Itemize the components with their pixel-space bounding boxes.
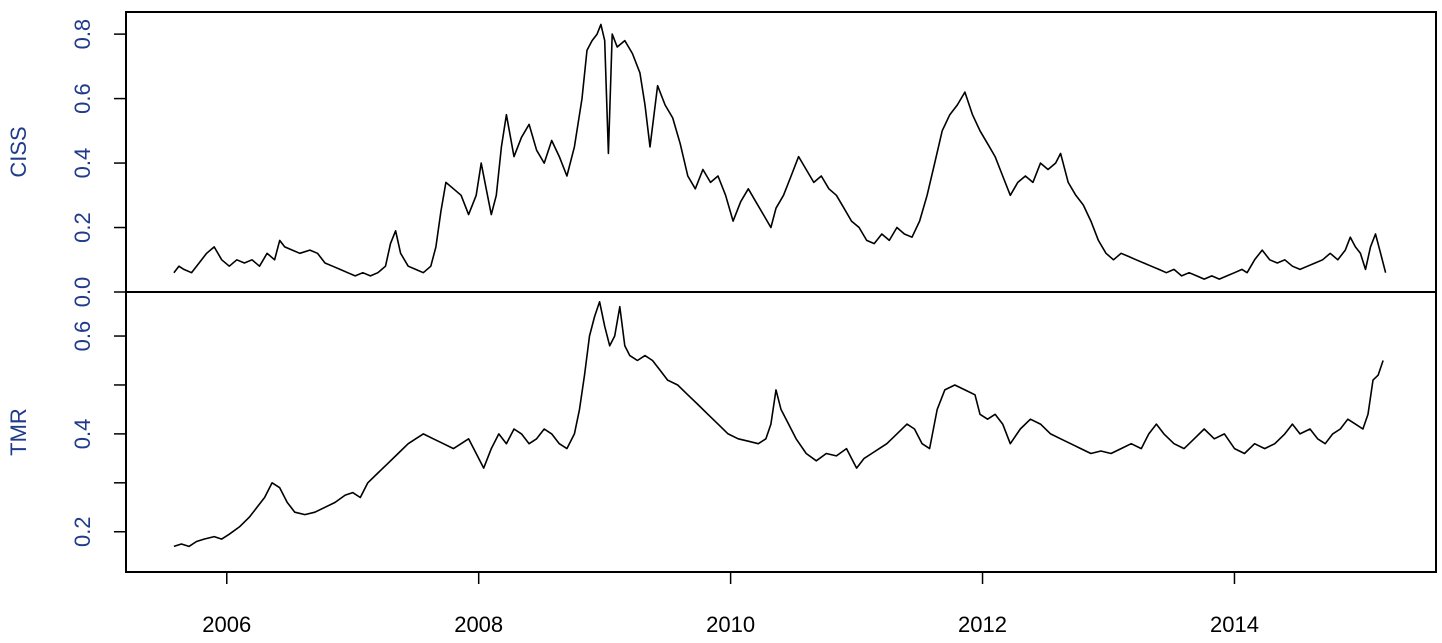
x-tick-label: 2008 xyxy=(454,612,503,637)
y-axis-top: 0.0 0.2 0.4 0.6 0.8 xyxy=(70,19,127,308)
x-axis: 2006 2008 2010 2012 2014 xyxy=(202,571,1259,637)
y-top-tick-label: 0.6 xyxy=(70,83,95,114)
y-top-tick-label: 0.4 xyxy=(70,148,95,179)
x-tick-label: 2010 xyxy=(706,612,755,637)
y-axis-bottom: 0.2 0.4 0.6 xyxy=(70,321,127,547)
y-bottom-tick-label: 0.6 xyxy=(70,321,95,352)
x-tick-label: 2006 xyxy=(202,612,251,637)
y-top-tick-label: 0.2 xyxy=(70,212,95,243)
ylabel-ciss: CISS xyxy=(6,126,31,177)
x-tick-label: 2014 xyxy=(1210,612,1259,637)
y-top-tick-label: 0.0 xyxy=(70,277,95,308)
ciss-series-line xyxy=(173,23,1387,280)
x-tick-label: 2012 xyxy=(958,612,1007,637)
tmr-series-line xyxy=(173,301,1384,548)
y-bottom-tick-label: 0.2 xyxy=(70,516,95,547)
y-top-tick-label: 0.8 xyxy=(70,19,95,50)
ylabel-tmr: TMR xyxy=(6,408,31,456)
y-bottom-tick-label: 0.4 xyxy=(70,419,95,450)
